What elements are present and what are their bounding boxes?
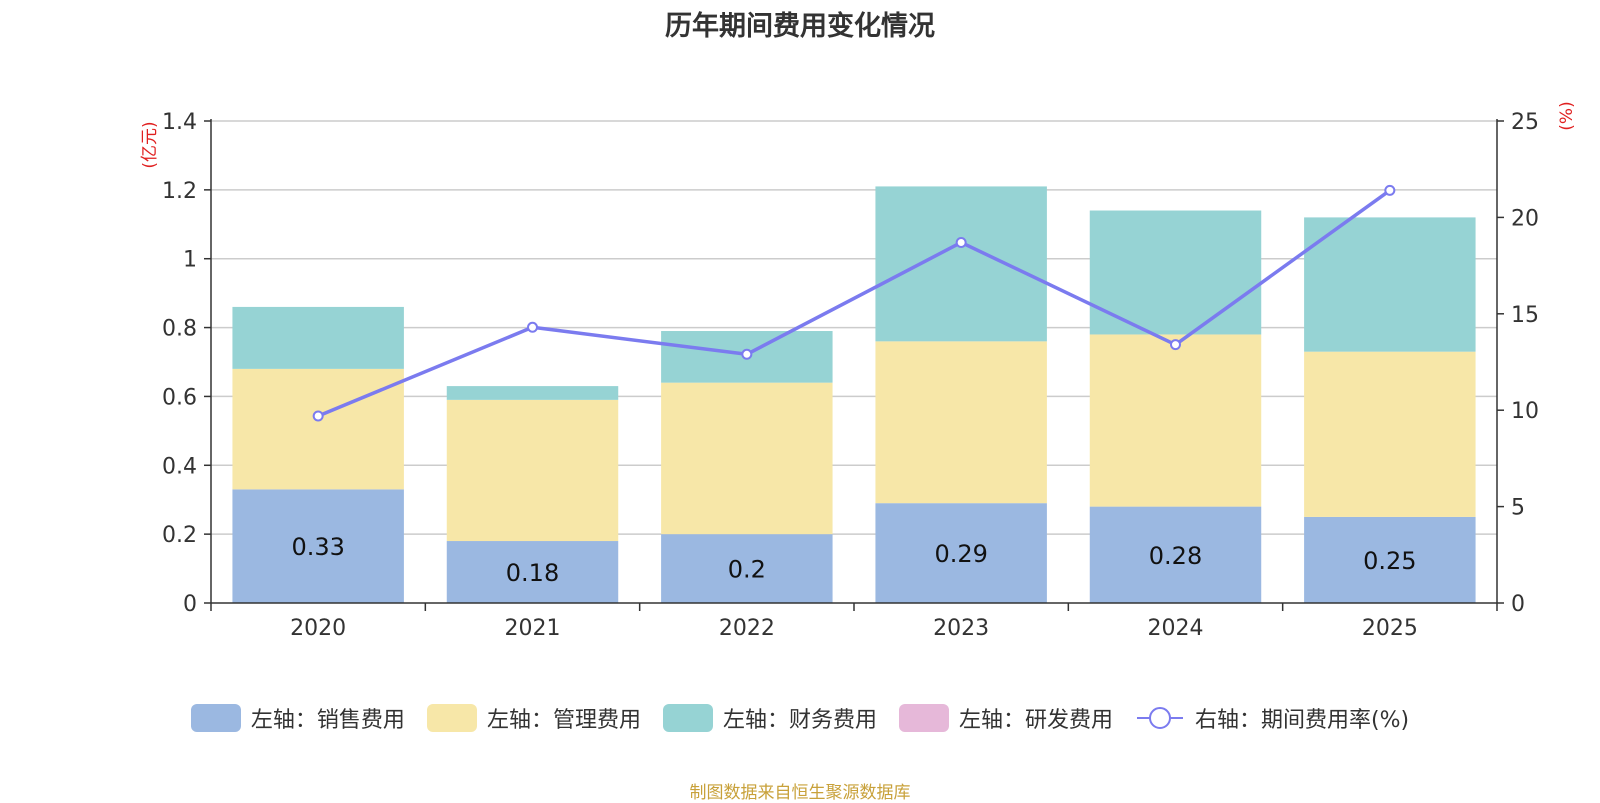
bar-segment-3 [875,186,1047,342]
x-tick-label: 2023 [933,616,989,641]
legend-item-finance[interactable]: 左轴：财务费用 [662,702,877,734]
y-right-axis-label: (%) [1557,101,1577,130]
y-left-tick-label: 0.6 [162,385,197,410]
legend-swatch-rd [898,704,949,732]
rate-point [1170,339,1181,351]
y-left-tick-label: 1 [183,248,197,273]
y-left-tick-label: 1.4 [162,110,197,135]
y-right-tick-label: 25 [1511,110,1539,135]
rate-line [317,188,1391,418]
bar-segment-2 [446,399,619,542]
legend-swatch-admin [426,704,477,732]
legend-item-admin[interactable]: 左轴：管理费用 [426,702,641,734]
legend-label-rd: 左轴：研发费用 [958,708,1113,733]
bar-segment-1 [875,503,1047,603]
y-right-tick-label: 0 [1511,592,1525,617]
y-left-tick-label: 1.2 [162,179,197,204]
bar-segment-2 [661,382,833,535]
legend-label-admin: 左轴：管理费用 [486,708,641,733]
bar-segment-3 [1089,210,1262,335]
bar-data-label: 0.29 [934,540,987,568]
x-tick-label: 2022 [719,616,775,641]
bar-data-label: 0.18 [506,559,559,587]
bar-segment-1 [661,534,833,603]
bar-segment-2 [1304,351,1476,517]
legend-swatch-sales [190,704,241,732]
legend-item-rd[interactable]: 左轴：研发费用 [898,702,1113,734]
source-note: 制图数据来自恒生聚源数据库 [689,783,911,803]
bar-data-label: 0.28 [1149,542,1202,570]
y-left-axis-label: (亿元) [140,121,160,168]
x-tick-label: 2024 [1148,616,1204,641]
legend: 左轴：销售费用 左轴：管理费用 左轴：财务费用 左轴：研发费用 右轴：期间费用率… [0,702,1600,734]
bar-segment-2 [1089,334,1262,507]
rate-point [741,348,753,360]
bar-segment-2 [875,341,1047,504]
x-tick-label: 2020 [290,616,346,641]
bar-segment-3 [446,386,619,400]
legend-item-sales[interactable]: 左轴：销售费用 [190,702,405,734]
bar-segment-1 [232,489,404,603]
legend-label-sales: 左轴：销售费用 [250,708,405,733]
legend-swatch-rate [1136,707,1183,729]
bar-segment-3 [1304,217,1476,352]
rate-point [1384,184,1396,196]
rate-point [312,410,324,422]
chart-title: 历年期间费用变化情况 [665,11,935,42]
bar-segment-3 [232,306,404,369]
y-left-tick-label: 0 [183,592,197,617]
y-left-tick-label: 0.4 [162,454,197,479]
bar-segment-1 [1304,516,1476,603]
y-left-tick-label: 0.8 [162,317,197,342]
legend-label-finance: 左轴：财务费用 [722,708,877,733]
bar-data-label: 0.2 [728,556,766,584]
legend-swatch-finance [662,704,713,732]
chart-canvas: 00.20.40.60.811.21.40510152025(亿元)(%)0.3… [140,101,1577,641]
rate-point [955,236,967,248]
rate-point [527,321,538,333]
bar-data-label: 0.25 [1363,547,1416,575]
x-tick-label: 2025 [1362,616,1418,641]
y-right-tick-label: 20 [1511,206,1539,231]
bar-segment-1 [446,541,619,603]
y-right-tick-label: 5 [1511,496,1525,521]
legend-item-rate[interactable]: 右轴：期间费用率(%) [1135,702,1409,734]
bar-segment-2 [232,368,404,490]
y-right-tick-label: 15 [1511,303,1539,328]
bar-segment-1 [1089,506,1262,603]
x-tick-label: 2021 [505,616,561,641]
y-right-tick-label: 10 [1511,399,1539,424]
y-left-tick-label: 0.2 [162,523,197,548]
bar-data-label: 0.33 [291,533,344,561]
legend-label-rate: 右轴：期间费用率(%) [1194,708,1410,733]
